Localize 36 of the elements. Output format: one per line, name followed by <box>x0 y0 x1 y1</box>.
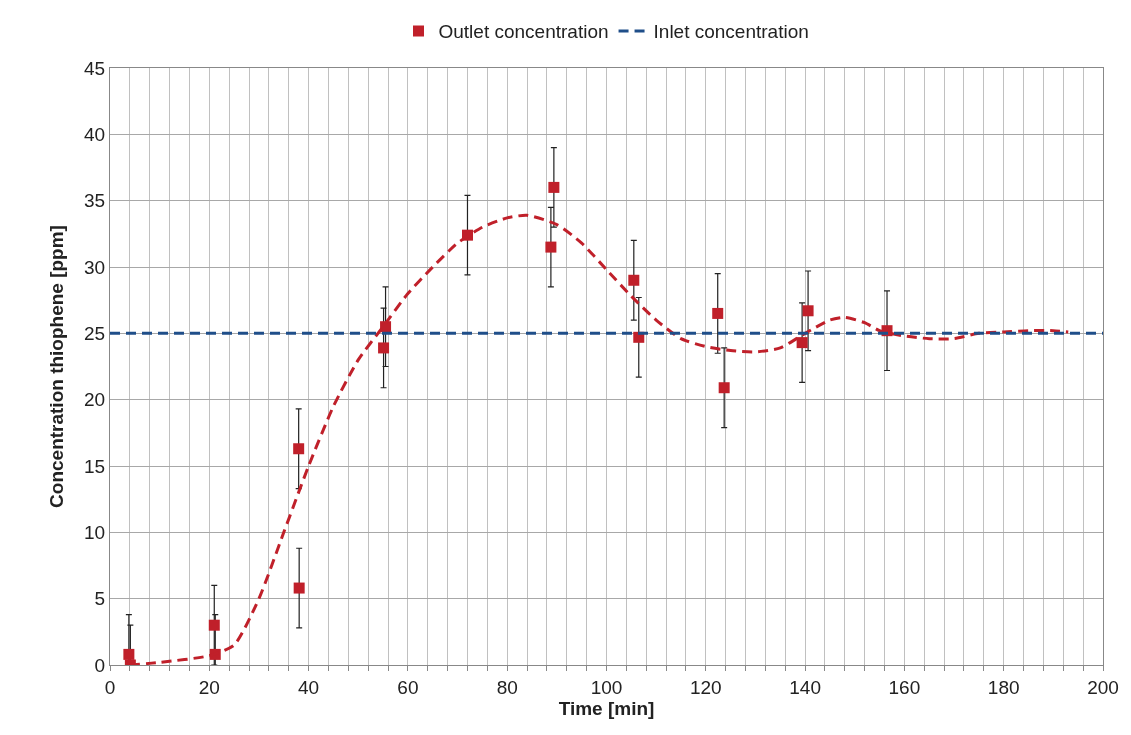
y-tick-label: 0 <box>94 654 106 676</box>
x-tick-label: 100 <box>590 676 623 698</box>
legend-label: Outlet concentration <box>438 21 609 43</box>
x-tick-label: 140 <box>789 676 821 698</box>
point <box>628 274 640 286</box>
point <box>293 582 305 594</box>
x-tick-label: 120 <box>689 676 722 698</box>
point <box>378 342 390 354</box>
legend-label: Inlet concentration <box>653 21 809 43</box>
y-tick-label: 5 <box>94 588 106 610</box>
y-tick-label: 30 <box>84 256 106 278</box>
x-tick-label: 60 <box>397 676 419 698</box>
x-tick-label: 20 <box>198 676 220 698</box>
point <box>548 181 560 193</box>
y-tick-label: 25 <box>84 322 106 344</box>
x-tick-label: 80 <box>496 676 518 698</box>
y-tick-label: 10 <box>84 521 106 543</box>
point <box>123 648 135 660</box>
point <box>796 337 808 349</box>
point <box>718 382 730 394</box>
point <box>545 241 557 253</box>
y-tick-label: 40 <box>84 123 106 145</box>
x-tick-label: 180 <box>987 676 1020 698</box>
y-tick-label: 35 <box>84 190 106 212</box>
y-tick-label: 20 <box>84 389 106 411</box>
point <box>802 305 814 317</box>
point <box>208 619 220 631</box>
x-tick-label: 160 <box>888 676 921 698</box>
y-tick-label: 45 <box>84 57 106 79</box>
y-axis-title: Concentration thiophene [ppm] <box>45 225 67 508</box>
point <box>293 443 305 455</box>
x-tick-label: 200 <box>1087 676 1119 698</box>
point <box>712 307 724 319</box>
x-axis-title: Time [min] <box>558 697 655 719</box>
x-tick-label: 40 <box>298 676 320 698</box>
y-tick-label: 15 <box>84 455 106 477</box>
